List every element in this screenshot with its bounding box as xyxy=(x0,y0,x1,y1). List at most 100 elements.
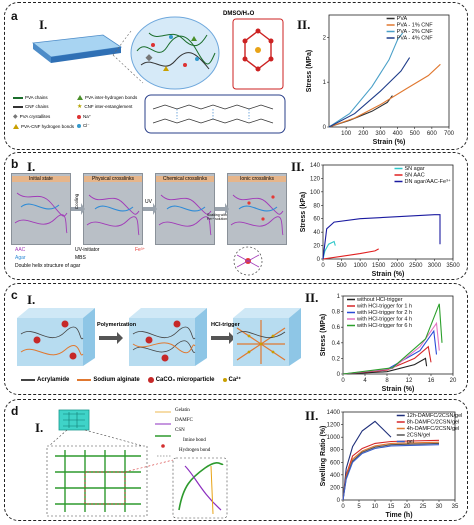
legend-label: CNF inter-entanglement xyxy=(84,104,133,109)
legend-entry: PVA xyxy=(397,16,408,22)
x-tick-label: 200 xyxy=(358,131,369,137)
legend-item: CaCO₃ microparticle xyxy=(147,376,215,383)
arrow-label: Soaking with Fe³⁺ solution xyxy=(207,213,228,221)
x-tick-label: 25 xyxy=(420,504,427,510)
y-tick-label: 20 xyxy=(313,244,320,250)
panel-c: c I. II. Polymerization HCl-trigge xyxy=(4,283,468,395)
x-axis-label: Strain (%) xyxy=(372,271,405,278)
dot-icon xyxy=(77,114,81,119)
x-axis-label: Time (h) xyxy=(385,512,412,519)
y-tick-label: 1000 xyxy=(327,435,341,441)
panel-sub-label: I. xyxy=(35,420,44,435)
y-axis-label: Swelling Ratio (%) xyxy=(320,426,327,487)
legend-label: MBS xyxy=(75,255,86,261)
legend-item: Acrylamide xyxy=(21,377,69,383)
network-stage-strip: Initial state Physical crosslinks Chemic… xyxy=(11,173,289,245)
panel-sub-label: I. xyxy=(27,292,36,307)
panel-letter: b xyxy=(11,157,19,171)
network-stage: Physical crosslinks xyxy=(83,173,143,245)
legend-item: PVA-CNF hydrogen bonds xyxy=(13,123,77,129)
y-axis-label: Stress (MPa) xyxy=(306,50,313,92)
legend-entry: PVA - 1% CNF xyxy=(397,23,434,29)
molecular-network-bubble xyxy=(112,16,220,90)
legend-label: Sodium alginate xyxy=(93,376,140,383)
legend-label: PVA-CNF hydrogen bonds xyxy=(21,123,74,129)
legend-item: ◆ PVA crystallites xyxy=(13,113,77,120)
y-tick-label: 40 xyxy=(313,230,320,236)
legend-entry: gel xyxy=(407,439,414,445)
legend-entry: PVA - 4% CNF xyxy=(397,36,434,42)
y-tick-label: 1400 xyxy=(327,410,341,416)
legend-label: PVA chains xyxy=(25,95,48,100)
panel-letter: a xyxy=(11,9,18,23)
legend-entry: SN AAC xyxy=(405,173,425,179)
stage-label: Physical crosslinks xyxy=(84,176,142,182)
x-tick-label: 1500 xyxy=(372,263,386,269)
panel-b: b I. II. Initial state Physical crosslin… xyxy=(4,152,468,280)
series-line xyxy=(328,57,411,128)
y-tick-label: 0 xyxy=(337,498,341,504)
legend-item: Cl⁻ xyxy=(77,123,143,129)
y-tick-label: 120 xyxy=(310,176,321,182)
series-line xyxy=(342,303,443,375)
legend-label: Agar xyxy=(15,255,26,261)
series-line xyxy=(342,439,440,501)
series-line xyxy=(342,444,440,501)
legend-label: Na⁺ xyxy=(83,113,92,119)
legend-item: Na⁺ xyxy=(77,113,143,120)
x-tick-label: 700 xyxy=(444,131,455,137)
y-tick-label: 140 xyxy=(310,163,321,169)
legend-entry: with HCl-trigger for 6 h xyxy=(356,323,412,329)
legend-entry: with HCl-trigger for 1 h xyxy=(356,304,412,310)
y-tick-label: 400 xyxy=(330,473,341,479)
x-tick-label: 2500 xyxy=(409,263,423,269)
stage-label: Initial state xyxy=(12,176,70,182)
x-tick-label: 600 xyxy=(427,131,438,137)
x-tick-label: 15 xyxy=(388,504,395,510)
dot-icon xyxy=(77,124,81,128)
network-stage: Initial state xyxy=(11,173,71,245)
legend-label: Fe³⁺ xyxy=(135,247,146,253)
series-line xyxy=(328,63,441,128)
series-line xyxy=(342,420,392,501)
hydrogen-bond-inset xyxy=(232,18,284,90)
panel-letter: d xyxy=(11,404,19,418)
legend-label: Double helix structure of agar xyxy=(15,263,81,269)
wave-icon xyxy=(77,378,92,381)
x-tick-label: 20 xyxy=(404,504,411,510)
legend-item: ★ CNF inter-entanglement xyxy=(77,103,143,110)
legend-label: CNF chains xyxy=(25,104,49,109)
y-axis-label: Stress (kPa) xyxy=(300,192,307,232)
y-tick-label: 1 xyxy=(323,80,327,86)
polymer-networks xyxy=(14,192,284,236)
x-axis-label: Strain (%) xyxy=(382,386,415,393)
x-tick-label: 4 xyxy=(363,378,367,384)
legend-label: Imine bond xyxy=(183,438,206,443)
y-tick-label: 1 xyxy=(337,294,341,300)
legend-entry: with HCl-trigger for 2 h xyxy=(356,310,412,316)
legend-entry: 2CSN/gel xyxy=(407,433,431,439)
y-tick-label: 0.4 xyxy=(332,341,341,347)
series-line xyxy=(342,441,440,501)
x-tick-label: 0 xyxy=(321,263,325,269)
legend-entry: with HCl-trigger for 4 h xyxy=(356,317,412,323)
panel-a: a I. II. DMSO/H₂O PVA xyxy=(4,2,468,150)
y-tick-label: 0 xyxy=(317,257,321,263)
y-tick-label: 800 xyxy=(330,448,341,454)
x-tick-label: 3500 xyxy=(446,263,460,269)
x-tick-label: 500 xyxy=(337,263,348,269)
chemical-structure-box xyxy=(144,94,286,134)
legend-entry: without HCl-trigger xyxy=(356,297,403,303)
x-tick-label: 30 xyxy=(436,504,443,510)
y-tick-label: 0.8 xyxy=(332,310,341,316)
legend-item: CNF chains xyxy=(13,103,77,110)
y-axis-label: Stress (MPa) xyxy=(320,314,327,356)
legend-label: AAC xyxy=(15,247,26,253)
plot-frame xyxy=(342,411,456,501)
x-tick-label: 16 xyxy=(428,378,435,384)
panel-sub-label: II. xyxy=(305,290,319,305)
stage-label: Chemical crosslinks xyxy=(156,176,214,182)
fe-coordination-icon xyxy=(233,246,263,276)
solvent-label: DMSO/H₂O xyxy=(223,11,255,17)
legend-d: Gelatin DAMFC CSN Imine bond Hydrogen bo… xyxy=(175,408,210,453)
